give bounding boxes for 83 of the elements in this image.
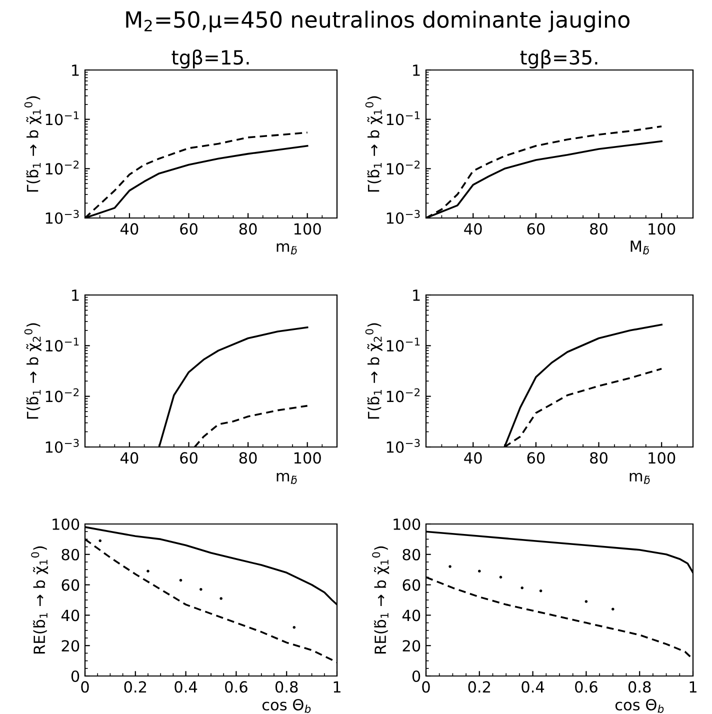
x-tick-label: 0.2: [124, 681, 146, 693]
y-tick-label: 10$^{−2}$: [46, 160, 79, 175]
y-tick-label: 10$^{−1}$: [46, 338, 79, 352]
point: [584, 600, 588, 603]
x-tick-label: 0.8: [275, 681, 298, 693]
x-axis-title: M$_{b̃}$: [630, 240, 649, 254]
x-axis-title: cos Θ$_{b}$: [615, 698, 664, 713]
point: [220, 597, 222, 600]
x-tick-label: 100: [648, 452, 676, 464]
x-tick-label: 0.8: [628, 681, 651, 693]
x-tick-label: 0.4: [174, 681, 198, 693]
y-tick-label: 10$^{−2}$: [46, 388, 79, 402]
text: M$_{2}$=50,μ=450 neutralinos dominante jaugino: [126, 10, 630, 32]
y-tick-label: 1: [413, 64, 420, 76]
y-axis-title: Γ(b̃$_{1}$ → b χ̃$_{2}$$^{0}$): [24, 323, 42, 419]
x-tick-label: 60: [527, 452, 545, 464]
point: [520, 586, 524, 590]
point: [200, 588, 202, 591]
point: [98, 539, 102, 542]
y-axis-title: Γ(b̃$_{1}$ → b χ̃$_{1}$$^{0}$): [365, 96, 382, 192]
x-axis-title: m$_{b̃}$: [276, 472, 297, 484]
y-tick-label: 1: [413, 290, 420, 301]
y-tick-label: 0: [71, 670, 80, 682]
y-tick-label: 80: [402, 548, 420, 560]
y-axis-title: RE(b̃$_{1}$ → b χ̃$_{1}$$^{0}$): [372, 546, 390, 654]
y-axis-title: RE(b̃$_{1}$ → b χ̃$_{1}$$^{0}$): [31, 546, 48, 654]
y-axis-title: Γ(b̃$_{1}$ → b χ̃$_{1}$$^{0}$): [24, 96, 42, 192]
y-tick-label: 1: [72, 64, 79, 76]
y-tick-label: 10$^{−3}$: [386, 210, 420, 224]
y-tick-label: 40: [402, 610, 420, 622]
x-tick-label: 60: [527, 223, 545, 235]
y-tick-label: 10$^{−1}$: [386, 111, 420, 126]
y-tick-label: 10$^{−1}$: [386, 338, 420, 352]
x-tick-label: 80: [590, 452, 608, 464]
y-tick-label: 0: [412, 670, 420, 682]
point: [478, 570, 481, 573]
x-tick-label: 0: [422, 681, 430, 693]
x-tick-label: 100: [294, 223, 321, 235]
point: [448, 565, 452, 568]
y-tick-label: 60: [402, 579, 420, 591]
x-tick-label: 100: [294, 452, 321, 464]
x-tick-label: 80: [239, 452, 257, 464]
x-tick-label: 40: [120, 452, 138, 464]
x-tick-label: 0.2: [468, 681, 490, 693]
y-axis-title: Γ(b̃$_{1}$ → b χ̃$_{2}$$^{0}$): [365, 323, 382, 419]
x-axis-title: m$_{b̃}$: [276, 243, 297, 254]
y-tick-label: 40: [61, 610, 80, 622]
x-axis-title: cos Θ$_{b}$: [262, 698, 311, 713]
point: [292, 626, 296, 629]
chart-title: tgβ=35.: [520, 50, 598, 68]
x-tick-label: 0.4: [522, 681, 544, 693]
y-tick-label: 10$^{−3}$: [386, 438, 420, 453]
x-axis-title: m$_{b̃}$: [630, 472, 650, 484]
point: [539, 589, 542, 592]
y-tick-label: 100: [52, 518, 80, 530]
point: [499, 576, 502, 579]
x-tick-label: 80: [590, 223, 608, 235]
y-tick-label: 100: [394, 518, 420, 530]
x-tick-label: 100: [648, 223, 676, 235]
x-tick-label: 1: [690, 681, 696, 692]
x-tick-label: 60: [180, 452, 198, 464]
y-tick-label: 20: [62, 640, 80, 652]
x-tick-label: 40: [120, 223, 138, 235]
y-tick-label: 10$^{−2}$: [386, 388, 420, 402]
point: [612, 608, 614, 611]
y-tick-label: 10$^{−3}$: [46, 210, 79, 224]
x-tick-label: 0: [81, 681, 89, 693]
y-tick-label: 10$^{−2}$: [386, 160, 420, 175]
y-tick-label: 20: [402, 640, 420, 652]
x-tick-label: 40: [464, 223, 482, 235]
x-tick-label: 0.6: [225, 681, 248, 693]
point: [146, 570, 150, 573]
y-tick-label: 10$^{−1}$: [46, 111, 79, 126]
y-tick-label: 60: [62, 579, 80, 591]
x-tick-label: 40: [464, 452, 482, 464]
y-tick-label: 10$^{−3}$: [46, 438, 79, 453]
x-tick-label: 1: [334, 681, 340, 692]
x-tick-label: 0.6: [575, 681, 598, 693]
x-tick-label: 60: [180, 223, 198, 235]
y-tick-label: 80: [62, 548, 80, 560]
y-tick-label: 1: [72, 290, 79, 301]
x-tick-label: 80: [239, 223, 257, 235]
chart-title: tgβ=15.: [172, 50, 249, 68]
